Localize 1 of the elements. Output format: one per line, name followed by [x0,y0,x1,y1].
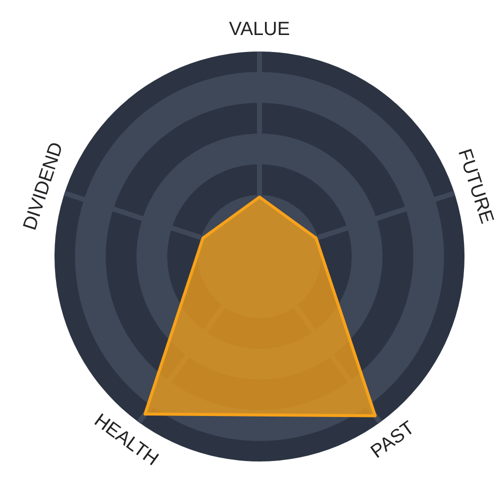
spoke-label: VALUE [229,19,290,40]
